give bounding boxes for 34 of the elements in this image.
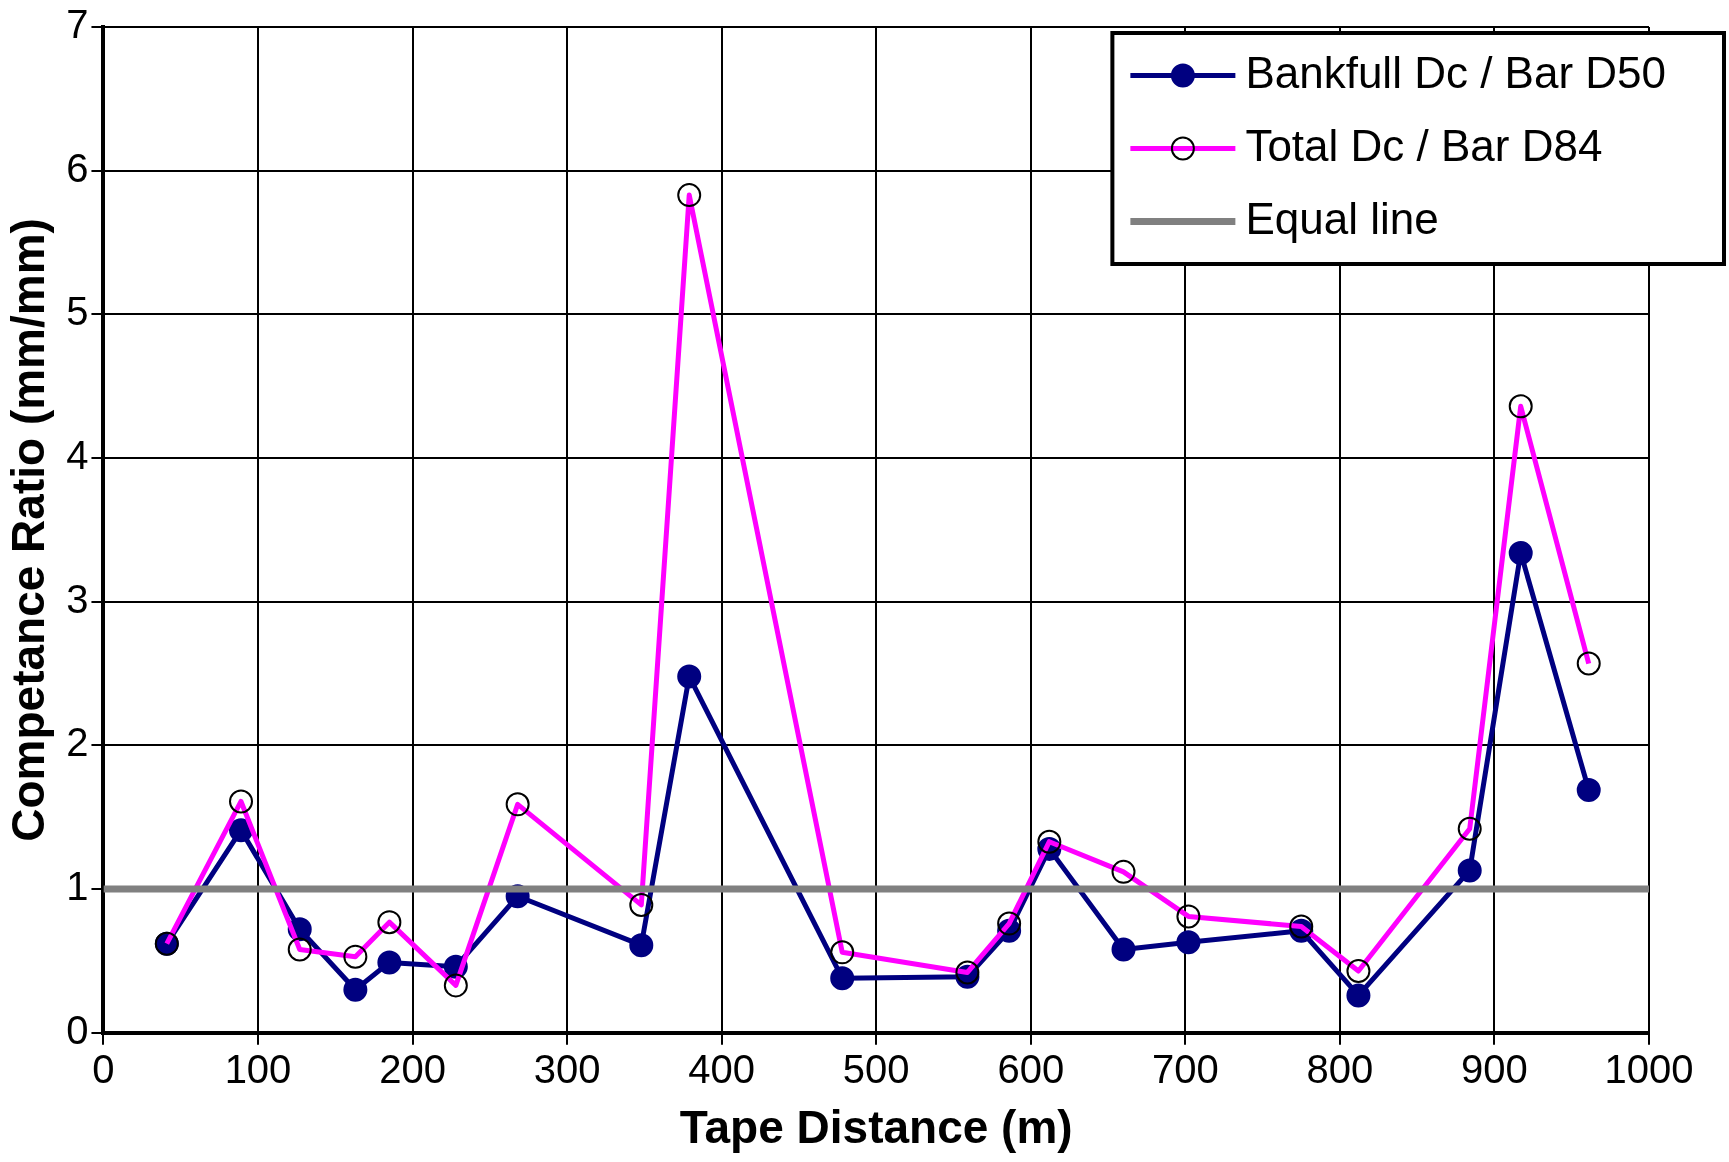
y-tick-label: 5 bbox=[66, 289, 89, 334]
legend-label: Total Dc / Bar D84 bbox=[1245, 120, 1603, 170]
point bbox=[1346, 983, 1371, 1008]
y-tick-label: 4 bbox=[66, 433, 89, 478]
x-tick-label: 800 bbox=[1306, 1046, 1374, 1091]
point bbox=[343, 977, 368, 1002]
point bbox=[677, 664, 702, 689]
y-tick-label: 6 bbox=[66, 145, 89, 190]
point bbox=[1508, 540, 1533, 565]
point bbox=[830, 966, 855, 991]
x-tick-label: 600 bbox=[997, 1046, 1065, 1091]
legend-label: Equal line bbox=[1245, 193, 1439, 243]
y-tick-label: 3 bbox=[66, 576, 89, 621]
y-tick-label: 7 bbox=[66, 2, 89, 47]
y-tick-label: 1 bbox=[66, 864, 89, 909]
x-tick-label: 300 bbox=[533, 1046, 601, 1091]
x-tick-label: 200 bbox=[379, 1046, 446, 1091]
point bbox=[1576, 777, 1601, 802]
legend-label: Bankfull Dc / Bar D50 bbox=[1245, 47, 1666, 97]
x-tick-label: 400 bbox=[688, 1046, 756, 1091]
y-tick-label: 2 bbox=[66, 720, 89, 765]
point bbox=[1176, 930, 1201, 955]
x-tick-label: 900 bbox=[1461, 1046, 1528, 1091]
point bbox=[1111, 937, 1136, 962]
x-tick-label: 100 bbox=[224, 1046, 292, 1091]
point bbox=[629, 933, 654, 958]
x-tick-label: 700 bbox=[1151, 1046, 1219, 1091]
x-axis-title: Tape Distance (m) bbox=[679, 1101, 1073, 1154]
y-axis-title: Competance Ratio (mm/mm) bbox=[2, 218, 55, 842]
x-tick-label: 500 bbox=[842, 1046, 910, 1091]
y-tick-label: 0 bbox=[66, 1007, 89, 1052]
x-tick-label: 1000 bbox=[1604, 1046, 1694, 1091]
point bbox=[1457, 858, 1482, 883]
point bbox=[377, 950, 402, 975]
